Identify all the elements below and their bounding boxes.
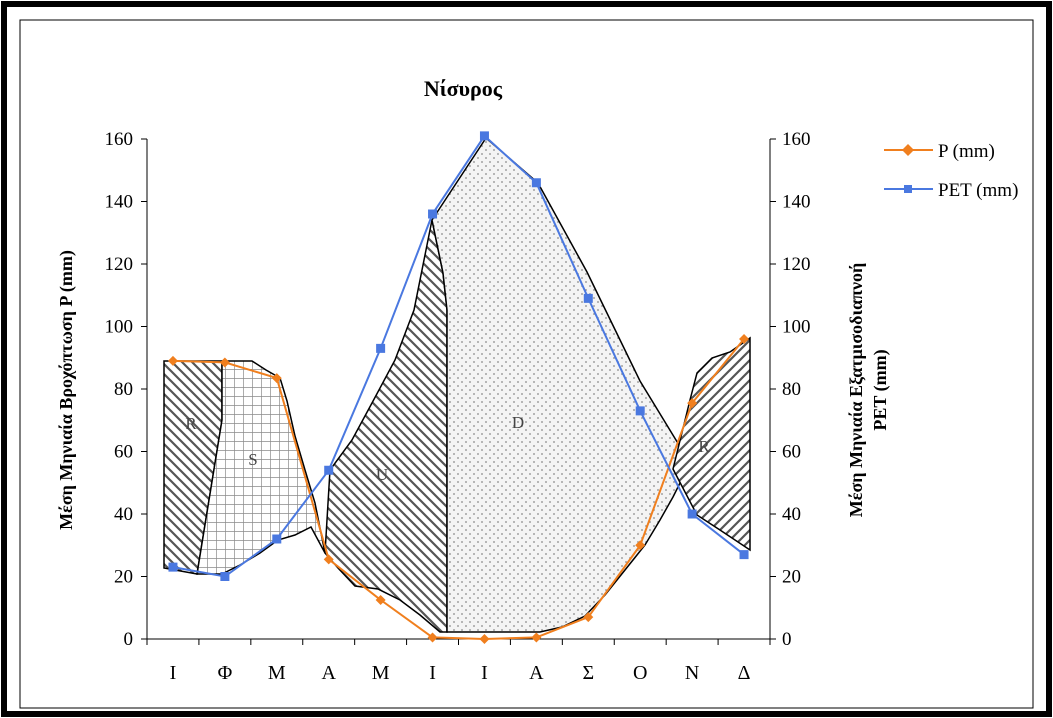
pet-point: [272, 534, 282, 544]
pet-point: [479, 131, 489, 141]
x-tick-label: Ν: [685, 662, 699, 684]
y-left-tick-label: 100: [105, 317, 134, 338]
x-tick-label: Ι: [429, 662, 436, 684]
legend-p-label: P (mm): [938, 141, 995, 162]
p-point: [323, 554, 334, 565]
y-axis-left-label: Μέση Μηνιαία Βροχόπτωση P (mm): [56, 250, 77, 530]
series-line-p: [172, 338, 745, 641]
pet-point: [531, 178, 541, 188]
water-balance-regions: [163, 136, 751, 633]
y-left-tick-label: 40: [114, 504, 133, 525]
region-label-r1: R: [185, 414, 197, 433]
p-point: [479, 634, 490, 644]
region-label-u: U: [376, 465, 388, 484]
legend-pet-marker: [904, 185, 912, 193]
pet-point: [168, 562, 178, 572]
y-left-tick-label: 140: [105, 192, 134, 213]
p-point: [739, 334, 750, 344]
y-right-ticks: 0 20 40 60 80 100 120 140 160: [770, 129, 811, 650]
y-right-tick-label: 140: [782, 192, 811, 213]
p-point: [427, 632, 438, 643]
x-tick-label: Μ: [372, 662, 390, 684]
x-tick-label: Ι: [170, 662, 177, 684]
p-point: [531, 632, 542, 643]
y-left-tick-label: 60: [114, 442, 133, 463]
y-right-tick-label: 0: [782, 629, 792, 650]
pet-point: [324, 465, 334, 475]
y-left-tick-label: 20: [114, 567, 133, 588]
y-left-tick-label: 120: [105, 254, 134, 275]
x-tick-label: Δ: [738, 662, 751, 684]
p-point: [271, 373, 282, 384]
region-label-s: S: [248, 450, 257, 469]
pet-point: [635, 406, 645, 416]
x-tick-label: Α: [529, 662, 544, 684]
y-right-tick-label: 100: [782, 317, 811, 338]
x-tick-label: Ο: [633, 662, 647, 684]
y-left-tick-label: 0: [124, 629, 134, 650]
x-tick-label: Σ: [582, 662, 594, 684]
x-tick-label: Α: [321, 662, 336, 684]
y-axis-right-label-line2: PET (mm): [870, 349, 891, 430]
y-right-tick-label: 40: [782, 504, 801, 525]
y-left-tick-label: 80: [114, 379, 133, 400]
pet-point: [428, 209, 438, 219]
y-right-tick-label: 20: [782, 567, 801, 588]
pet-point: [376, 343, 386, 353]
region-label-d: D: [512, 413, 524, 432]
p-point: [219, 357, 230, 368]
inner-border: [19, 19, 1034, 709]
pet-point: [583, 293, 593, 303]
pet-point: [220, 572, 230, 581]
y-right-tick-label: 60: [782, 442, 801, 463]
p-point: [687, 398, 698, 409]
region-label-r2: R: [698, 437, 710, 456]
legend-p-marker: [902, 144, 914, 156]
y-right-tick-label: 120: [782, 254, 811, 275]
chart-title: Νίσυρος: [424, 76, 503, 101]
legend-pet-label: PET (mm): [938, 180, 1018, 201]
legend: P (mm) PET (mm): [884, 141, 1018, 201]
pet-point: [687, 509, 697, 519]
p-point: [375, 594, 386, 605]
series-layer: [167, 131, 750, 644]
region-d: [431, 136, 691, 633]
p-point: [167, 355, 178, 366]
p-point: [635, 540, 646, 551]
y-right-tick-label: 160: [782, 129, 811, 150]
series-line-pet: [172, 134, 745, 578]
x-tick-label: Μ: [268, 662, 286, 684]
y-right-tick-label: 80: [782, 379, 801, 400]
x-tick-label: Ι: [481, 662, 488, 684]
p-point: [583, 612, 594, 623]
y-axis-right-label-line1: Μέση Μηνιαία Εξατμισοδιαπνοή: [846, 263, 867, 517]
y-left-tick-label: 160: [105, 129, 134, 150]
x-tick-label: Φ: [218, 662, 233, 684]
pet-point: [739, 550, 749, 560]
y-left-ticks: 0 20 40 60 80 100 120 140 160: [105, 129, 147, 650]
